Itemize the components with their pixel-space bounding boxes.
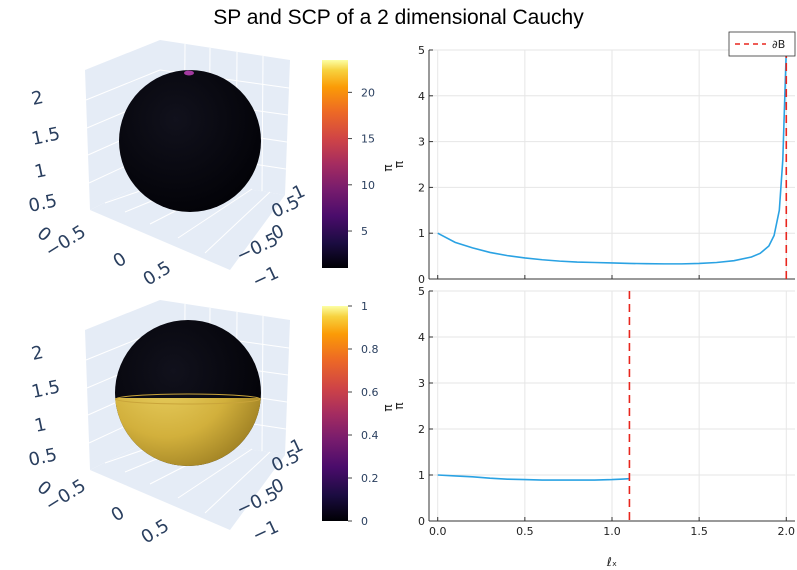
colorbar-tick-label: 5 xyxy=(361,225,368,238)
x-tick: 0 xyxy=(110,248,131,272)
colorbar-tick-label: 0.4 xyxy=(361,429,379,442)
sphere-top xyxy=(119,70,261,212)
y-tick-label: 2 xyxy=(418,423,425,436)
y-tick-label: 1 xyxy=(418,469,425,482)
z-tick: 2 xyxy=(30,87,46,110)
series-line xyxy=(437,474,630,481)
y-axis-label: π xyxy=(392,161,406,168)
colorbar-tick-label: 0.6 xyxy=(361,386,379,399)
y-tick-label: 3 xyxy=(418,377,425,390)
legend-label: ∂B xyxy=(772,38,785,51)
x-axis-label: ℓₓ xyxy=(606,555,617,569)
colorbar-tick-label: 20 xyxy=(361,86,375,99)
z-tick: 1.5 xyxy=(30,376,62,402)
series-line xyxy=(437,50,788,265)
y-tick-label: 3 xyxy=(418,136,425,149)
colorbar-top: 5 10 15 20 π xyxy=(322,60,395,268)
z-tick: 1 xyxy=(33,160,49,183)
sphere-bottom-lower-half xyxy=(115,398,261,466)
x-tick-label: 1.5 xyxy=(690,525,708,538)
colorbar-tick-label: 15 xyxy=(361,133,375,146)
colorbar-label: π xyxy=(381,164,395,171)
figure-title: SP and SCP of a 2 dimensional Cauchy xyxy=(213,6,584,29)
y-tick-label: 2 xyxy=(418,181,425,194)
z-tick: 0.5 xyxy=(27,444,59,470)
y-tick-label: 5 xyxy=(418,44,425,57)
sphere-top-peak xyxy=(184,70,194,76)
colorbar-tick-label: 0 xyxy=(361,515,368,528)
colorbar-tick-label: 0.8 xyxy=(361,343,379,356)
y-tick-label: 0 xyxy=(418,273,425,286)
x-tick-label: 0.5 xyxy=(516,525,534,538)
colorbar-label: π xyxy=(381,404,395,411)
x-tick: 0 xyxy=(108,502,129,526)
x-tick: 0.5 xyxy=(138,515,173,548)
surface-3d-bottom[interactable]: 2 1.5 1 0.5 0 −0.5 0 0.5 1 0.5 0 −0.5 −1 xyxy=(27,300,307,548)
y-tick-label: 1 xyxy=(418,227,425,240)
z-tick: 1 xyxy=(33,414,49,437)
x-tick-label: 0.0 xyxy=(429,525,447,538)
surface-3d-top[interactable]: 2 1.5 1 0.5 0 −0.5 0 0.5 1 0.5 0 −0.5 −1 xyxy=(27,40,309,293)
z-tick: 2 xyxy=(30,342,46,365)
line-plot-bottom: 0 1 2 3 4 5 0.0 0.5 1.0 1.5 2.0 π ℓₓ xyxy=(392,285,795,569)
colorbar-bottom: 0 0.2 0.4 0.6 0.8 1 π xyxy=(322,300,395,528)
y-tick: −1 xyxy=(249,516,282,546)
z-tick: 1.5 xyxy=(30,123,62,149)
colorbar-tick-label: 0.2 xyxy=(361,472,379,485)
colorbar-tick-label: 10 xyxy=(361,179,375,192)
y-tick-label: 4 xyxy=(418,90,425,103)
x-tick-label: 2.0 xyxy=(778,525,796,538)
colorbar-tick-label: 1 xyxy=(361,300,368,313)
y-axis-label: π xyxy=(392,402,406,409)
y-tick-label: 5 xyxy=(418,285,425,298)
y-tick-label: 4 xyxy=(418,331,425,344)
y-tick-label: 0 xyxy=(418,515,425,528)
z-tick: 0.5 xyxy=(27,190,59,216)
line-plot-top: 0 1 2 3 4 5 π xyxy=(392,44,795,286)
x-tick: 0.5 xyxy=(140,257,175,290)
legend: ∂B xyxy=(728,31,796,57)
y-tick: −1 xyxy=(249,262,282,292)
x-tick-label: 1.0 xyxy=(603,525,621,538)
